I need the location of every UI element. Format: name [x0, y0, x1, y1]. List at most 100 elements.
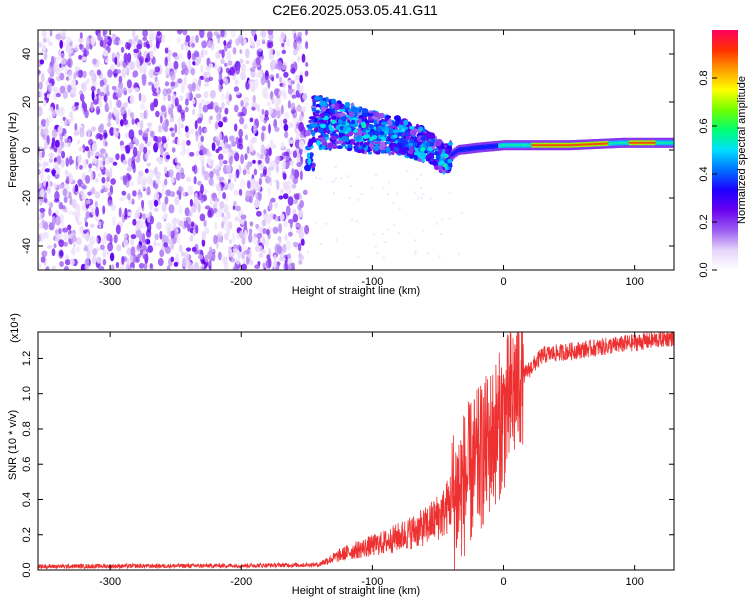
spectrogram-cell: [249, 180, 255, 191]
spectrogram-cell: [189, 128, 195, 135]
spectrogram-cell: [132, 70, 139, 78]
spectrogram-cell: [59, 261, 64, 267]
spectrogram-cell: [48, 106, 54, 112]
spectrogram-cell: [124, 214, 128, 220]
spectrogram-cell: [168, 239, 173, 246]
spectrogram-cell: [201, 238, 206, 247]
spectrogram-cell: [298, 139, 305, 150]
spectrogram-cell: [185, 35, 191, 43]
spectrogram-cell: [39, 59, 45, 65]
spectrogram-cell: [434, 151, 440, 156]
colorbar: 0.0 0.2 0.4 0.6 0.8 Normalized spectral ampl…: [698, 30, 748, 278]
spectrogram-cell: [287, 263, 294, 270]
spectrogram-cell: [218, 153, 224, 161]
spectrogram-cell: [608, 142, 611, 145]
spectrogram-cell: [358, 124, 362, 128]
spectrogram-cell: [244, 220, 247, 230]
spectrogram-cell: [277, 236, 282, 242]
spectrogram-cell: [273, 144, 277, 149]
spectrogram-cell: [128, 129, 135, 140]
spectrogram-cell: [384, 127, 390, 132]
spectrogram-cell: [107, 69, 113, 78]
spectrogram-cell: [292, 241, 299, 248]
spectrogram-cell: [473, 147, 476, 150]
spectrogram-cell: [53, 183, 58, 189]
spectrogram-cell: [44, 197, 48, 204]
spectrogram-cell: [47, 174, 51, 182]
spectrogram-cell: [124, 110, 128, 120]
spectrogram-cell: [263, 166, 268, 176]
spectrogram-cell: [74, 184, 79, 193]
spectrogram-cell: [85, 232, 90, 242]
spectrogram-cell: [193, 196, 200, 207]
spectrogram-cell: [127, 193, 131, 201]
spectrogram-cell: [288, 160, 295, 165]
spectrogram-cell: [554, 144, 558, 147]
spectrogram-cell: [224, 232, 229, 241]
spectrogram-cell: [153, 79, 160, 89]
spectrogram-cell: [282, 193, 289, 200]
spectrogram-cell: [177, 236, 180, 244]
snr-ticks: -300 -200 -100 0 100 0.0 0.2 0.4 0.6 0.8 1.0 1.2: [21, 332, 674, 588]
spectrogram-cell: [329, 127, 335, 132]
spectrogram-cell: [655, 141, 658, 144]
spectrogram-cell: [413, 253, 416, 256]
spectrogram-cell: [148, 68, 155, 79]
spectrogram-cell: [40, 72, 45, 83]
spectrogram-cell: [142, 30, 148, 38]
spectrogram-cell: [617, 142, 621, 144]
spectrogram-cell: [238, 128, 243, 138]
spectrogram-cell: [58, 106, 65, 117]
spectrogram-cell: [177, 117, 182, 127]
spectrogram-cell: [180, 82, 185, 94]
spectrogram-cell: [53, 198, 60, 203]
spectrogram-cell: [100, 236, 107, 245]
spectrogram-cell: [46, 265, 50, 270]
spectrogram-cell: [197, 128, 201, 137]
spectrogram-cell: [178, 244, 183, 253]
spectrogram-cell: [195, 59, 200, 66]
spectrogram-cell: [268, 147, 272, 157]
colorbar-tick-label: 0.0: [698, 262, 710, 277]
spectrogram-cell: [153, 240, 157, 247]
spectrogram-cell: [393, 223, 396, 226]
spectrogram-cell: [208, 177, 214, 186]
spectrogram-cell: [282, 243, 287, 253]
spectrogram-cell: [106, 122, 112, 127]
spectrogram-cell: [390, 151, 395, 155]
spectrogram-cell: [54, 61, 59, 69]
spectrogram-cell: [287, 100, 291, 109]
spectrogram-cell: [39, 212, 43, 219]
spectrogram-cell: [101, 85, 105, 94]
y-tick-label: 1.2: [21, 351, 33, 366]
spectrogram-cell: [433, 164, 440, 171]
spectrogram-cell: [279, 188, 285, 195]
spectrogram-cell: [161, 215, 166, 220]
spectrogram-cell: [284, 234, 288, 241]
spectrogram-cell: [487, 145, 490, 148]
spectrogram-cell: [75, 237, 82, 246]
spectrogram-cell: [123, 90, 128, 96]
spectrogram-cell: [243, 123, 248, 130]
spectrogram-cell: [106, 36, 112, 47]
spectrogram-cell: [296, 162, 303, 167]
spectrogram-cell: [170, 230, 175, 239]
spectrogram-cell: [363, 132, 367, 136]
spectrogram-cell: [229, 239, 232, 244]
spectrogram-cell: [155, 110, 160, 118]
spectrogram-cell: [334, 166, 337, 168]
spectrogram-cell: [51, 109, 57, 116]
spectrogram-cell: [649, 141, 652, 144]
spectrogram-cell: [285, 240, 292, 251]
spectrogram-cell: [48, 152, 55, 158]
spectrogram-cell: [85, 174, 91, 184]
spectrogram-cell: [187, 60, 192, 66]
spectrogram-cell: [215, 121, 219, 130]
spectrogram-cell: [218, 132, 223, 142]
spectrogram-cell: [46, 36, 50, 43]
y-tick-label: 0.4: [21, 492, 33, 507]
spectrogram-cell: [271, 59, 277, 68]
spectrogram-cell: [333, 106, 338, 110]
spectrogram-cell: [196, 150, 200, 157]
spectrogram-cell: [43, 37, 47, 43]
